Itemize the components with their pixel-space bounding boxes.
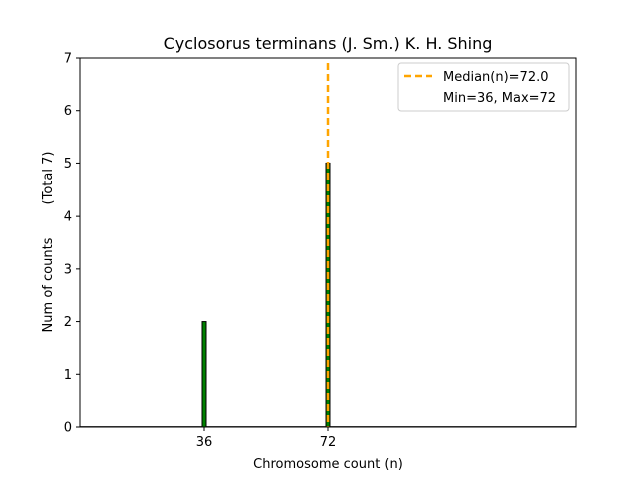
y-tick-label: 4 [64, 210, 72, 225]
y-tick-label: 1 [64, 368, 72, 383]
legend-median-label: Median(n)=72.0 [443, 70, 549, 85]
y-tick-label: 3 [64, 262, 72, 277]
y-axis-total-label: (Total 7) [41, 152, 56, 205]
legend-box [397, 62, 570, 112]
x-tick-label: 72 [320, 435, 337, 450]
y-tick-label: 7 [64, 52, 72, 67]
legend-range-label: Min=36, Max=72 [443, 91, 556, 106]
x-axis-label: Chromosome count (n) [253, 457, 403, 472]
bar-36 [201, 321, 207, 428]
plot-area: 0 1 2 3 4 5 6 7 36 72 [64, 52, 577, 450]
x-tick-label: 36 [196, 435, 213, 450]
legend: Median(n)=72.0 Min=36, Max=72 [397, 62, 570, 112]
chart-title: Cyclosorus terminans (J. Sm.) K. H. Shin… [164, 34, 493, 53]
y-tick-label: 6 [64, 104, 72, 119]
y-tick-label: 0 [64, 421, 72, 436]
y-axis-label: Num of counts [41, 237, 56, 332]
y-tick-label: 2 [64, 315, 72, 330]
y-tick-label: 5 [64, 157, 72, 172]
